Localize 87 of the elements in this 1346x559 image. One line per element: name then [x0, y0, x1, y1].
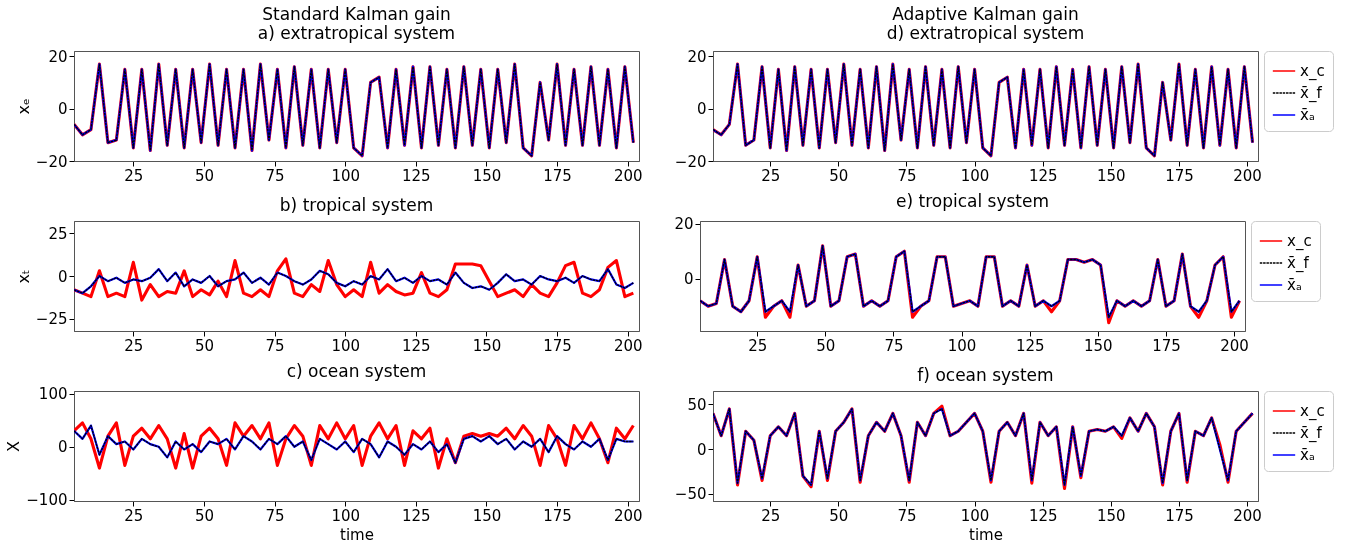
x-tick-label: 150: [1084, 336, 1113, 355]
x-tick-label: 75: [884, 336, 904, 355]
chart-title: Standard Kalman gain: [262, 4, 451, 25]
chart-title: e) tropical system: [895, 190, 1050, 211]
x-tick-label: 25: [124, 166, 144, 185]
y-tick-label: 20: [687, 47, 707, 66]
x-tick-label: 100: [331, 506, 361, 525]
x-tick-label: 50: [194, 336, 214, 355]
y-tick-label: 0: [57, 100, 68, 119]
x-tick-label: 25: [124, 336, 144, 355]
x-tick-label: 125: [1028, 506, 1058, 525]
y-tick-label: 0: [683, 270, 694, 289]
y-tick-label: 100: [38, 385, 68, 404]
x-tick-label: 175: [543, 506, 572, 525]
x-tick-label: 50: [194, 166, 214, 185]
x-tick-label: 200: [1233, 166, 1262, 185]
legend-label: x̄ₐ: [1287, 276, 1302, 294]
x-tick-label: 75: [265, 166, 285, 185]
x-tick-label: 50: [816, 336, 836, 355]
x-tick-label: 150: [472, 166, 502, 185]
chart-subtitle: d) extratropical system: [886, 23, 1085, 44]
x-tick-label: 100: [331, 166, 361, 185]
x-tick-label: 50: [829, 506, 849, 525]
legend-label: x_c: [1300, 402, 1325, 421]
x-tick-label: 75: [897, 166, 917, 185]
y-axis-title: X: [4, 440, 24, 452]
x-tick-label: 200: [613, 336, 643, 355]
legend-label: x̄_f: [1300, 84, 1323, 103]
chart-title: f) ocean system: [917, 364, 1054, 385]
y-tick-label: −25: [35, 310, 68, 329]
x-tick-label: 50: [829, 166, 849, 185]
x-tick-label: 200: [613, 506, 643, 525]
x-tick-label: 125: [1028, 166, 1058, 185]
x-tick-label: 150: [472, 506, 502, 525]
x-tick-label: 25: [748, 336, 768, 355]
x-tick-label: 150: [1097, 166, 1126, 185]
legend-label: x̄ₐ: [1300, 446, 1315, 464]
y-tick-label: 0: [696, 100, 707, 119]
y-tick-label: 0: [57, 438, 68, 457]
chart-title: b) tropical system: [279, 195, 434, 215]
x-tick-label: 100: [960, 166, 990, 185]
y-tick-label: −20: [674, 152, 707, 171]
legend-label: x̄_f: [1300, 424, 1323, 443]
legend-label: x̄ₐ: [1300, 106, 1315, 124]
y-tick-label: 50: [687, 395, 707, 414]
x-tick-label: 125: [402, 506, 431, 525]
x-tick-label: 100: [947, 336, 977, 355]
x-tick-label: 175: [1165, 166, 1194, 185]
x-tick-label: 125: [402, 336, 431, 355]
x-tick-label: 100: [331, 336, 361, 355]
legend-label: x_c: [1300, 62, 1325, 81]
x-tick-label: 150: [472, 336, 502, 355]
x-tick-label: 75: [265, 336, 285, 355]
x-tick-label: 125: [402, 166, 431, 185]
chart-subtitle: a) extratropical system: [257, 23, 456, 44]
y-tick-label: −50: [674, 485, 707, 504]
x-tick-label: 25: [124, 506, 144, 525]
y-tick-label: 0: [696, 440, 707, 459]
y-tick-label: −20: [35, 152, 68, 171]
x-tick-label: 175: [1165, 506, 1194, 525]
y-tick-label: 25: [48, 224, 68, 243]
x-tick-label: 50: [194, 506, 214, 525]
x-tick-label: 75: [897, 506, 917, 525]
x-tick-label: 200: [1233, 506, 1262, 525]
x-tick-label: 25: [761, 506, 781, 525]
chart-title: Adaptive Kalman gain: [892, 4, 1079, 25]
x-tick-label: 175: [543, 166, 572, 185]
x-tick-label: 200: [613, 166, 643, 185]
x-tick-label: 75: [265, 506, 285, 525]
x-tick-label: 175: [1152, 336, 1181, 355]
x-axis-title: time: [969, 525, 1003, 544]
y-tick-label: 0: [57, 267, 68, 286]
y-axis-title: xₑ: [13, 98, 33, 115]
x-tick-label: 200: [1220, 336, 1249, 355]
legend-label: x̄_f: [1287, 254, 1310, 273]
legend-label: x_c: [1287, 232, 1312, 251]
chart-title: c) ocean system: [286, 360, 427, 381]
x-tick-label: 150: [1097, 506, 1126, 525]
x-axis-title: time: [340, 525, 374, 544]
y-axis-title: xₜ: [13, 269, 33, 284]
y-tick-label: 20: [48, 47, 68, 66]
y-tick-label: 20: [674, 215, 694, 234]
x-tick-label: 125: [1015, 336, 1045, 355]
x-tick-label: 25: [761, 166, 781, 185]
x-tick-label: 100: [960, 506, 990, 525]
y-tick-label: −100: [26, 491, 68, 510]
x-tick-label: 175: [543, 336, 572, 355]
